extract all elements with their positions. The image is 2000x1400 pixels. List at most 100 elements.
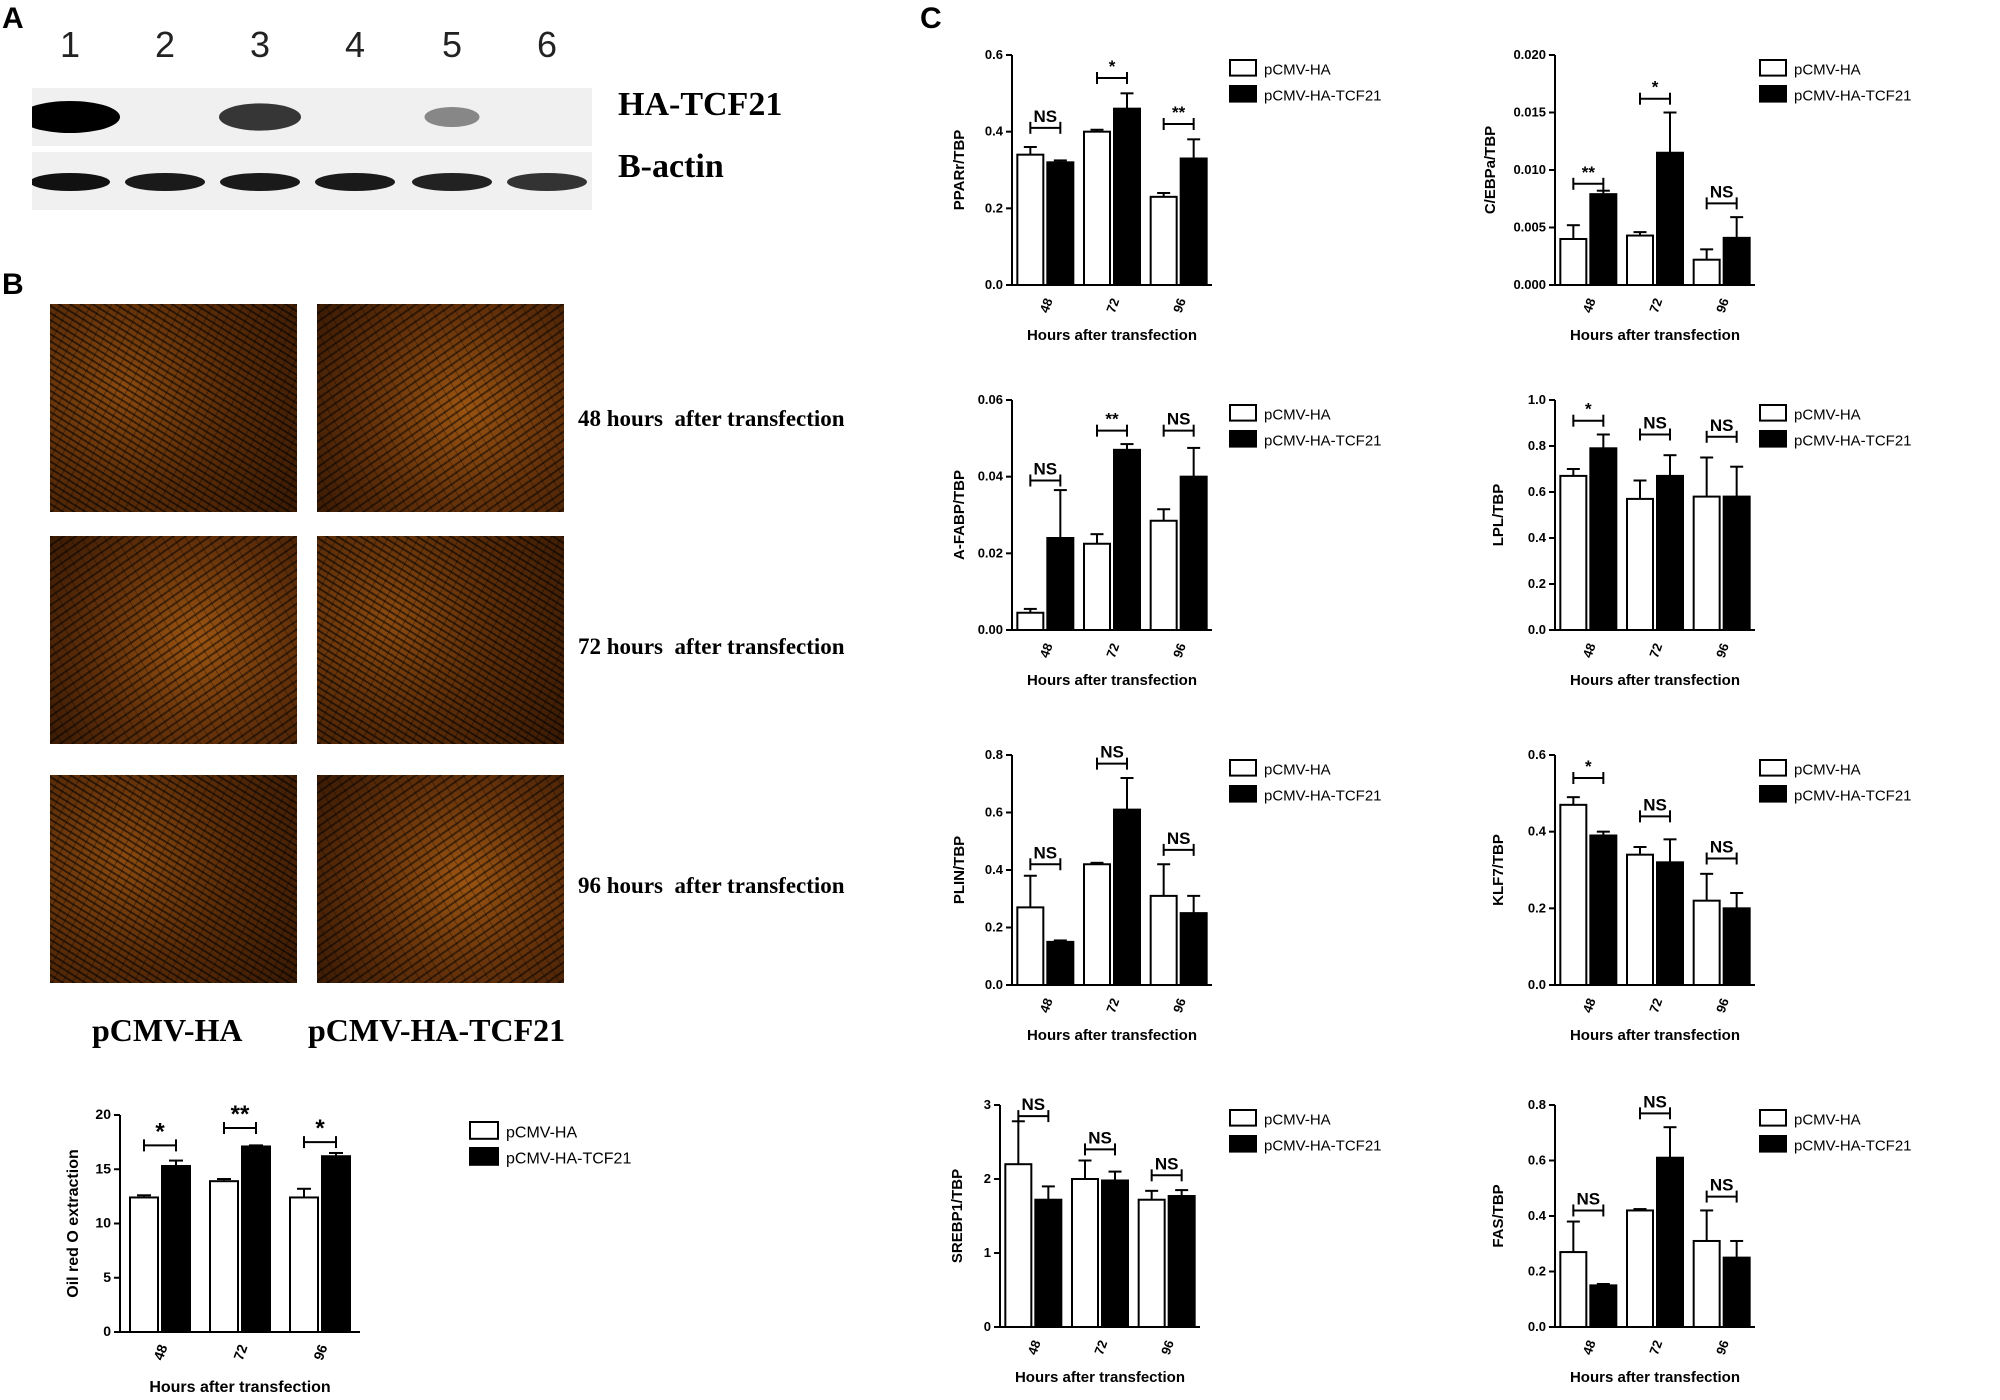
lane-number: 2 — [154, 24, 176, 65]
blot-bands-ha — [20, 101, 480, 133]
sig-label: ** — [1582, 163, 1596, 182]
bar-pcmv-ha-tcf21 — [1722, 907, 1751, 986]
sig-label: NS — [1022, 1095, 1046, 1114]
legend-swatch-pcmv-ha — [1229, 759, 1257, 777]
sig-label: ** — [231, 1101, 250, 1128]
bar-pcmv-ha — [1626, 234, 1654, 287]
legend-label-pcmv-ha-tcf21: pCMV-HA-TCF21 — [1264, 432, 1382, 449]
y-axis-label: PPARr/TBP — [951, 130, 968, 211]
bar-pcmv-ha-tcf21 — [1046, 161, 1075, 286]
x-tick-label: 72 — [1103, 996, 1122, 1015]
y-tick-label: 0.6 — [1528, 747, 1546, 762]
x-tick-label: 72 — [1646, 996, 1665, 1015]
x-axis-label: Hours after transfection — [1015, 1369, 1185, 1386]
bar-pcmv-ha — [1016, 611, 1045, 631]
x-tick-label: 48 — [1580, 1338, 1599, 1357]
legend-swatch-pcmv-ha-tcf21 — [1759, 85, 1787, 103]
blot-strip-actin — [30, 152, 592, 210]
bar-pcmv-ha-tcf21 — [1101, 1179, 1129, 1329]
bar-pcmv-ha — [1692, 1239, 1721, 1329]
lane-number: 5 — [441, 24, 463, 65]
bar-pcmv-ha — [1149, 519, 1178, 631]
y-axis-label: A-FABP/TBP — [951, 470, 968, 560]
bar-pcmv-ha — [1692, 899, 1721, 987]
legend-swatch-pcmv-ha-tcf21 — [1229, 430, 1257, 448]
x-tick-label: 96 — [1170, 641, 1189, 660]
bar-pcmv-ha-tcf21 — [1722, 236, 1751, 287]
x-tick-label: 72 — [1091, 1338, 1110, 1357]
y-tick-label: 0.020 — [1513, 47, 1546, 62]
x-tick-label: 48 — [1025, 1338, 1044, 1357]
col-label-pcmv-ha: pCMV-HA — [92, 1012, 243, 1048]
y-tick-label: 0.0 — [1528, 1319, 1546, 1334]
legend-swatch-pcmv-ha-tcf21 — [1759, 785, 1787, 803]
y-axis-label: PLIN/TBP — [951, 836, 968, 904]
bar-pcmv-ha — [1149, 894, 1178, 986]
y-axis-label: KLF7/TBP — [1490, 834, 1507, 906]
sig-label: ** — [1172, 103, 1186, 122]
y-axis-label: Oil red O extraction — [65, 1149, 82, 1297]
y-tick-label: 0.005 — [1513, 220, 1546, 235]
y-tick-label: 0.00 — [978, 622, 1003, 637]
bar-pcmv-ha — [1149, 195, 1178, 286]
bar-pcmv-ha — [1071, 1178, 1099, 1328]
chart-afabp: 0.00 0.02 0.04 0.06 A-FABP/TBP 48 NS 72 ** 96 NS Ho… — [951, 392, 1382, 689]
chart-plin: 0.0 0.2 0.4 0.6 0.8 PLIN/TBP 48 NS 72 NS 96 NS Hours… — [951, 743, 1382, 1044]
ha-band — [20, 101, 120, 133]
y-axis-label: SREBP1/TBP — [949, 1169, 966, 1263]
sig-label: ** — [1105, 410, 1119, 429]
x-axis-label: Hours after transfection — [1027, 1027, 1197, 1044]
blot-strip-ha — [20, 88, 592, 146]
sig-label: * — [1585, 757, 1592, 776]
x-tick-label: 48 — [150, 1342, 170, 1362]
legend-swatch-pcmv-ha-tcf21 — [1229, 85, 1257, 103]
bar-pcmv-ha-tcf21 — [1113, 808, 1141, 986]
bar-pcmv-ha-tcf21 — [1113, 107, 1141, 286]
bar-pcmv-ha — [1692, 258, 1721, 286]
y-tick-label: 0.000 — [1513, 277, 1546, 292]
lane-number: 1 — [59, 24, 81, 65]
y-tick-label: 0.0 — [1528, 622, 1546, 637]
x-tick-label: 96 — [1713, 1338, 1732, 1357]
sig-label: NS — [1088, 1128, 1112, 1147]
y-tick-label: 0.8 — [985, 747, 1003, 762]
y-tick-label: 0 — [984, 1319, 991, 1334]
y-tick-label: 0.02 — [978, 545, 1003, 560]
sig-label: NS — [1643, 414, 1667, 433]
legend-label-pcmv-ha-tcf21: pCMV-HA-TCF21 — [506, 1150, 631, 1167]
chart-ppar: 0.0 0.2 0.4 0.6 PPARr/TBP 48 NS 72 * 96 ** Hours af… — [951, 47, 1382, 344]
micrograph-ctrl-48h — [50, 304, 297, 512]
legend-swatch-pcmv-ha — [1759, 404, 1787, 422]
x-tick-label: 72 — [1646, 641, 1665, 660]
legend-label-pcmv-ha-tcf21: pCMV-HA-TCF21 — [1794, 787, 1912, 804]
bar-pcmv-ha — [1626, 853, 1654, 986]
bar-pcmv-ha — [1004, 1163, 1033, 1328]
sig-label: NS — [1167, 410, 1191, 429]
sig-label: NS — [1643, 795, 1667, 814]
sig-label: NS — [1710, 182, 1734, 201]
legend-swatch-pcmv-ha-tcf21 — [1759, 1135, 1787, 1153]
y-tick-label: 0.0 — [985, 277, 1003, 292]
sig-label: NS — [1155, 1154, 1179, 1173]
sig-label: NS — [1034, 460, 1058, 479]
blot-bands-actin — [30, 173, 587, 191]
x-tick-label: 96 — [1170, 996, 1189, 1015]
legend-label-pcmv-ha-tcf21: pCMV-HA-TCF21 — [1794, 432, 1912, 449]
bar-pcmv-ha — [1083, 130, 1111, 286]
y-tick-label: 1 — [984, 1245, 991, 1260]
legend-swatch-pcmv-ha — [1229, 1109, 1257, 1127]
legend-swatch-pcmv-ha — [1759, 59, 1787, 77]
legend-swatch-pcmv-ha-tcf21 — [1759, 430, 1787, 448]
sig-label: * — [1652, 78, 1659, 97]
legend-label-pcmv-ha-tcf21: pCMV-HA-TCF21 — [1264, 87, 1382, 104]
lane-number: 4 — [344, 24, 366, 65]
blot-label-ha-tcf21: HA-TCF21 — [618, 86, 783, 123]
bar-pcmv-ha — [1559, 803, 1588, 987]
y-tick-label: 0.8 — [1528, 1097, 1546, 1112]
y-tick-label: 0.015 — [1513, 105, 1546, 120]
legend-label-pcmv-ha-tcf21: pCMV-HA-TCF21 — [1794, 87, 1912, 104]
lane-number: 3 — [249, 24, 271, 65]
x-tick-label: 72 — [1103, 296, 1122, 315]
y-tick-label: 0.4 — [985, 124, 1004, 139]
bar-pcmv-ha — [1626, 1209, 1654, 1328]
